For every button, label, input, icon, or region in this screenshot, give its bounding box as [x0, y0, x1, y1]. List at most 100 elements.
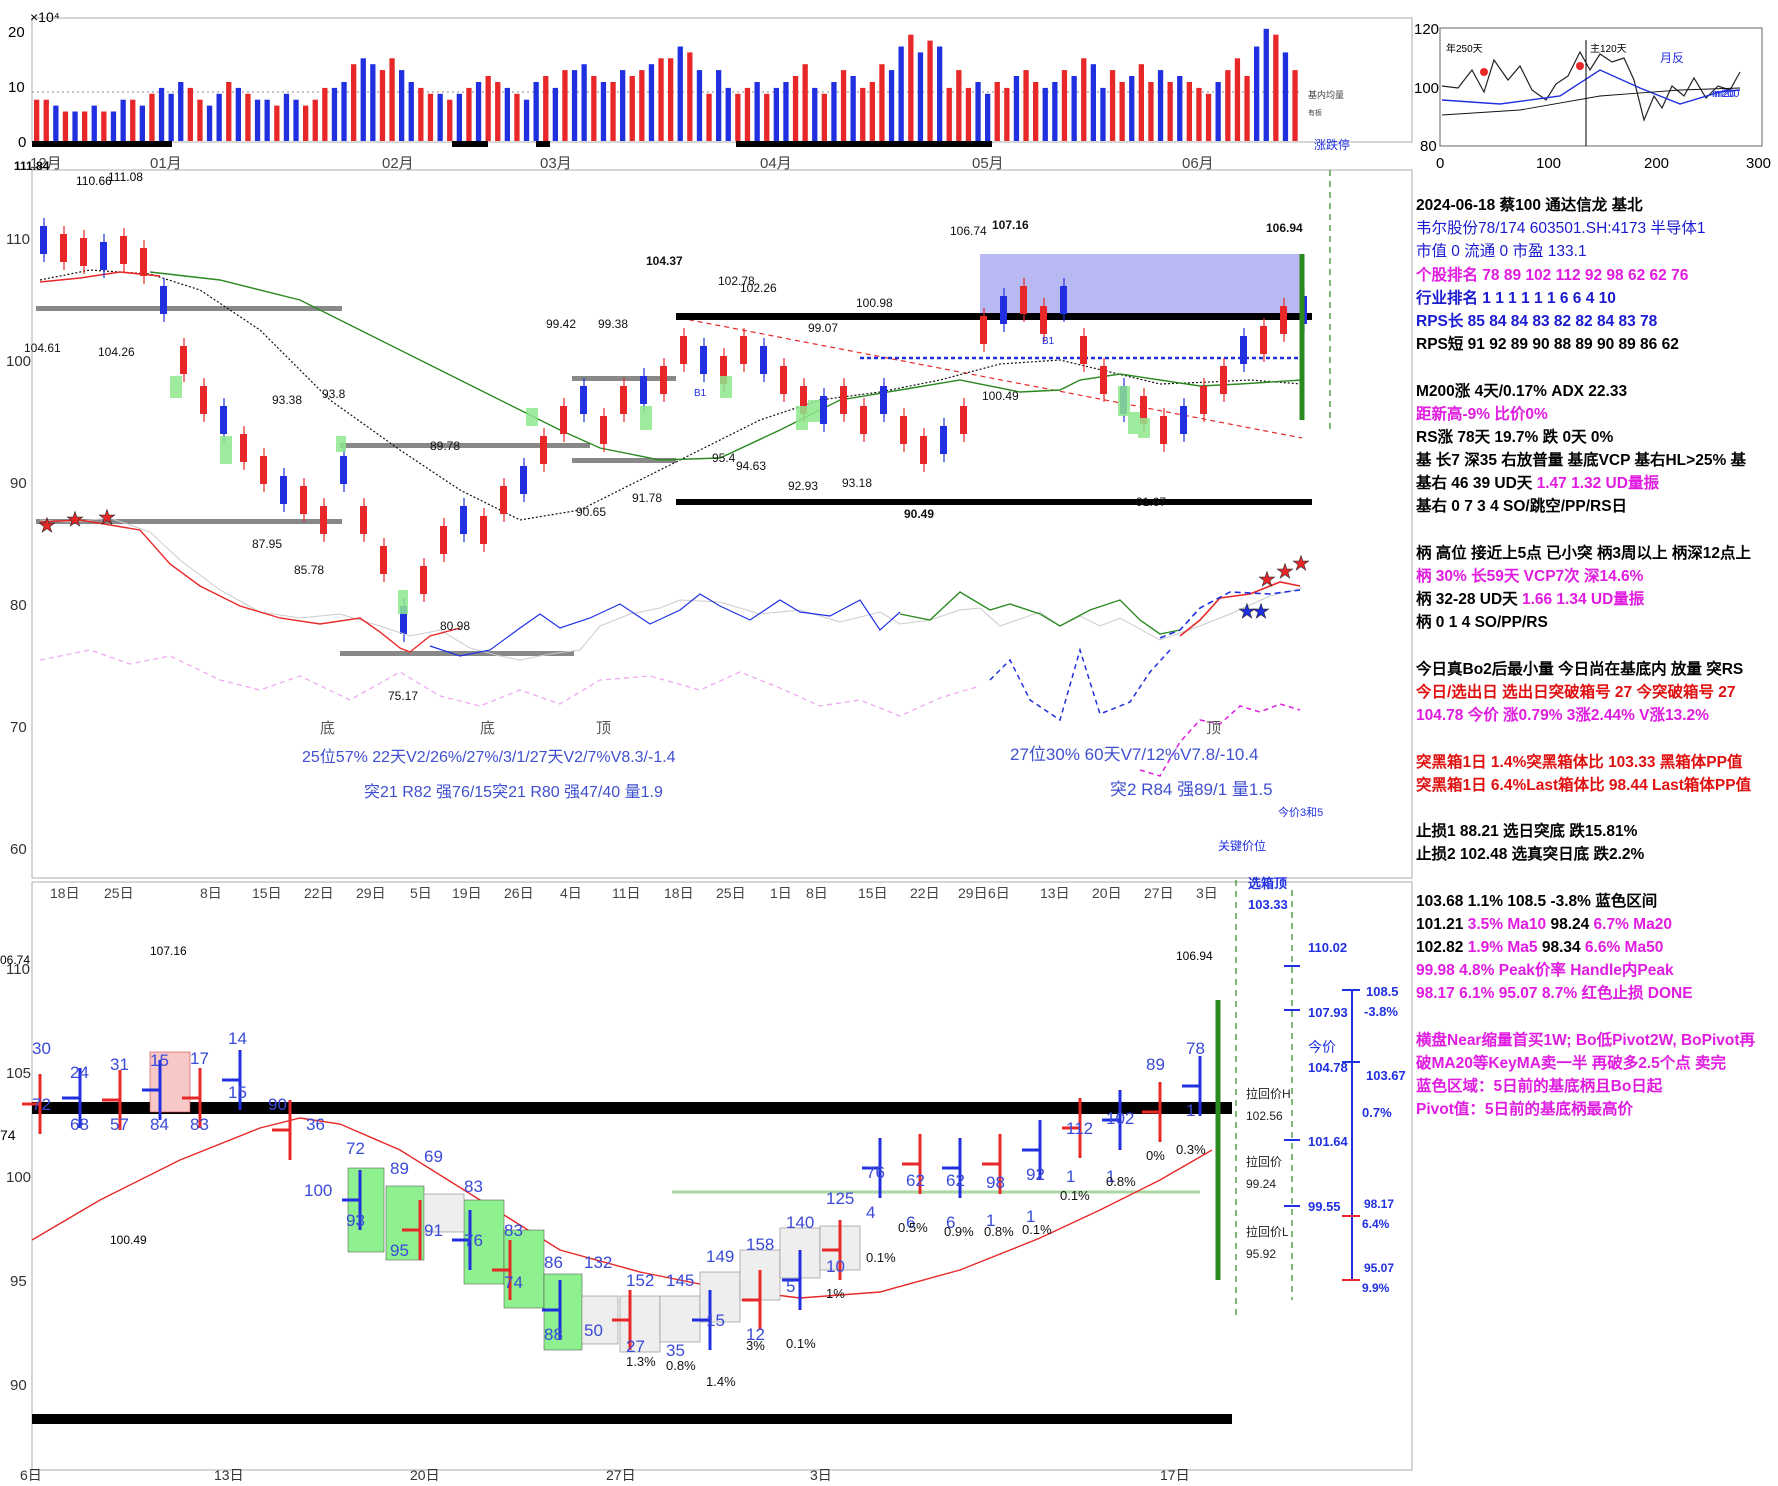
volume-bar [1090, 64, 1096, 141]
pct-label: 0.9% [944, 1224, 974, 1239]
vol-avg-label: 基内均量 [1308, 89, 1344, 100]
volume-bar [1138, 64, 1144, 141]
candle-body [200, 386, 207, 414]
volume-bar [965, 87, 972, 141]
main-xtick: 20日 [1092, 885, 1122, 901]
info-market-cap: 市值 0 流通 0 市盈 133.1 [1416, 243, 1587, 261]
volume-bar [187, 87, 193, 141]
candle-body [720, 356, 727, 384]
volume-bar [226, 82, 232, 141]
candle-body [1140, 396, 1147, 424]
candle-body [1080, 336, 1087, 364]
box-number: 4 [866, 1203, 875, 1222]
box-number: 86 [544, 1253, 563, 1272]
price-label: 90.65 [576, 505, 606, 519]
pattern-top-1: 顶 [596, 720, 611, 737]
bot-price-label: 100.49 [110, 1233, 147, 1247]
main-ytick-70: 70 [10, 719, 27, 736]
volume-bar [1023, 70, 1029, 141]
volume-bar [1292, 70, 1298, 141]
bot-xtick: 13日 [214, 1467, 244, 1483]
volume-bar [552, 87, 558, 141]
box-number: 89 [1146, 1055, 1165, 1074]
candle-body [480, 516, 487, 544]
candle-body [940, 426, 947, 454]
base-blue-zone [980, 254, 1302, 320]
info-rs: RS涨 78天 19.7% 跌 0天 0% [1416, 428, 1614, 446]
main-xtick: 25日 [716, 885, 746, 901]
volume-bar [523, 99, 530, 141]
candle-body [220, 406, 227, 434]
price-label: 104.37 [646, 254, 683, 268]
pct-label: 1% [826, 1286, 845, 1301]
volume-bar [245, 93, 251, 141]
bot-ytick-100: 100 [6, 1169, 31, 1186]
right-101-64: 101.64 [1308, 1134, 1349, 1149]
volume-bar [158, 87, 165, 141]
volume-bar [639, 70, 645, 141]
bot-xtick: 20日 [410, 1467, 440, 1483]
price-label: 75.17 [388, 689, 418, 703]
info-panel: 2024-06-18 蔡100 通达信龙 基北 韦尔股份78/174 60350… [1416, 194, 1776, 1122]
price-label: 100.49 [982, 389, 1019, 403]
volume-bar [1042, 87, 1048, 141]
vol-month-06: 06月 [1182, 155, 1214, 172]
inset-ma-chart: 120 100 80 0 100 200 300 年250天 主120天 月反 … [1414, 21, 1771, 172]
huijia-l-value: 95.92 [1246, 1247, 1276, 1261]
box-number: 100 [304, 1181, 332, 1200]
volume-bar [120, 99, 126, 141]
candle-body [1040, 306, 1047, 334]
volume-bar [91, 105, 97, 141]
inset-label-m200: m200 [1712, 88, 1740, 100]
info-base-right-ud: 基右 46 39 UD天 [1416, 475, 1537, 493]
zoomed-candles [22, 1050, 1202, 1350]
volume-bar [360, 58, 366, 141]
price-label: 99.38 [598, 317, 628, 331]
main-xtick: 1日 [770, 885, 792, 901]
volume-bar [168, 93, 174, 141]
svg-text:★: ★ [1276, 561, 1294, 583]
main-xtick: 22日 [910, 885, 940, 901]
box-number: 83 [504, 1221, 523, 1240]
candle-body [440, 526, 447, 554]
main-xtick: 18日 [50, 885, 80, 901]
box-number: 1 [1026, 1207, 1035, 1226]
pct-label: 0% [1146, 1148, 1165, 1163]
candle-body [320, 506, 327, 534]
volume-bar [908, 34, 914, 142]
volume-bar [1215, 82, 1221, 141]
volume-bar [1013, 76, 1020, 141]
info-ma20: 6.7% Ma20 [1593, 915, 1672, 933]
inset-ytick-80: 80 [1420, 138, 1437, 155]
volume-bar [322, 87, 328, 141]
info-black-box-2: 突黑箱1日 6.4%Last箱体比 98.44 Last箱体PP值 [1416, 776, 1752, 794]
pct-label: 0.8% [666, 1358, 696, 1373]
price-label: 93.18 [842, 476, 872, 490]
right-110-02: 110.02 [1308, 940, 1347, 955]
box-number: 62 [946, 1171, 965, 1190]
box-number: 72 [32, 1095, 51, 1114]
bot-price-label: 107.16 [150, 944, 187, 958]
volume-bar [485, 76, 491, 141]
vol-month-01: 01月 [150, 155, 182, 172]
box-number: 83 [464, 1177, 483, 1196]
volume-bar [1186, 82, 1192, 141]
info-new-high: 距新高-9% 比价0% [1416, 405, 1548, 423]
candle-body [680, 336, 687, 364]
info-handle: 柄 高位 接近上5点 已小突 柄3周以上 柄深12点上 [1416, 544, 1752, 562]
info-base-right: 基右 46 39 UD天 1.47 1.32 UD量振 [1416, 472, 1776, 495]
volume-bar [879, 64, 885, 141]
bot-price-label: 106.94 [1176, 949, 1213, 963]
volume-bar [1196, 87, 1202, 141]
info-base-right-amp: 1.47 1.32 UD量振 [1536, 475, 1659, 493]
box-number: 76 [464, 1231, 483, 1250]
volume-bar [591, 76, 597, 141]
volume-bar [773, 87, 779, 141]
pct-label: 0.1% [1022, 1222, 1052, 1237]
price-label: 90.49 [904, 507, 934, 521]
volume-bar [149, 93, 155, 141]
volume-bar [696, 70, 703, 141]
price-label: 91.78 [632, 491, 662, 505]
volume-bar [812, 87, 818, 141]
volume-bar [379, 70, 386, 141]
